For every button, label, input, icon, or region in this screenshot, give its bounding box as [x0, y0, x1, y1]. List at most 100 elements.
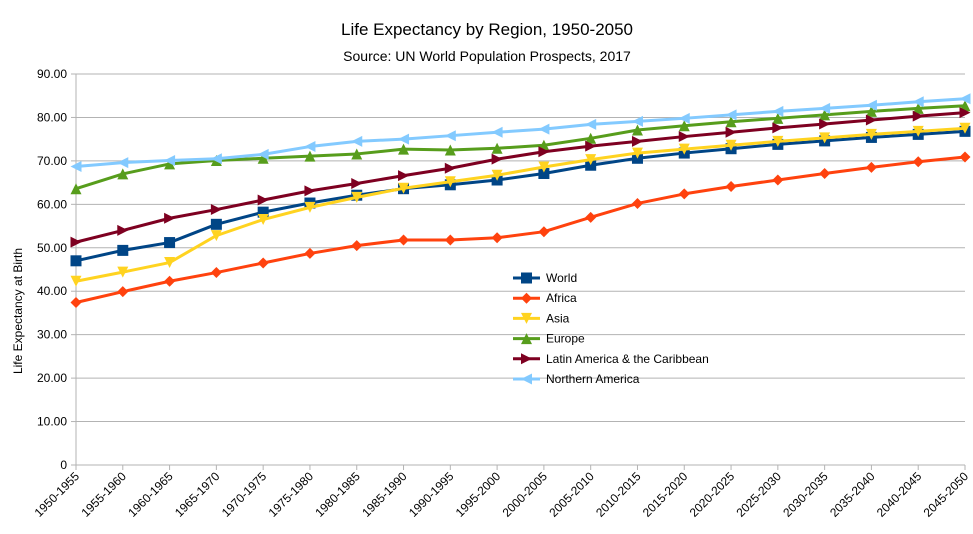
y-axis-label: Life Expectancy at Birth	[11, 248, 25, 374]
data-point	[819, 109, 831, 121]
x-tick-label: 1965-1970	[172, 469, 223, 520]
data-point	[257, 257, 269, 269]
data-point	[865, 161, 877, 173]
data-point	[585, 211, 597, 223]
chart-subtitle: Source: UN World Population Prospects, 2…	[343, 48, 631, 64]
y-tick-label: 40.00	[37, 284, 67, 298]
data-point	[725, 126, 737, 138]
data-point	[257, 214, 269, 226]
data-point	[444, 130, 456, 142]
chart-title: Life Expectancy by Region, 1950-2050	[341, 20, 633, 39]
data-point	[538, 146, 550, 158]
grid	[76, 73, 965, 466]
x-tick-label: 1995-2000	[453, 469, 504, 520]
legend-marker	[521, 333, 532, 345]
data-point	[959, 93, 971, 105]
data-point	[538, 226, 550, 238]
y-tick-label: 20.00	[37, 371, 67, 385]
data-point	[164, 275, 176, 287]
data-point	[351, 240, 363, 252]
data-point	[164, 212, 176, 224]
series-line	[75, 126, 966, 283]
data-point	[164, 237, 176, 249]
data-point	[117, 244, 129, 256]
legend-marker	[521, 292, 532, 304]
legend-label: Asia	[546, 311, 570, 325]
data-point	[865, 105, 877, 117]
data-point	[117, 168, 129, 180]
data-point	[725, 116, 737, 128]
data-point	[491, 169, 503, 181]
data-point	[304, 201, 316, 213]
data-point	[351, 177, 363, 189]
legend-label: Latin America & the Caribbean	[546, 352, 709, 366]
data-point	[257, 194, 269, 206]
data-point	[538, 123, 550, 135]
x-tick-label: 1985-1990	[359, 469, 410, 520]
data-point	[912, 96, 924, 108]
data-point	[491, 153, 503, 165]
data-point	[631, 135, 643, 147]
data-point	[912, 156, 924, 168]
x-tick-label: 2040-2045	[874, 469, 925, 520]
data-point	[678, 120, 690, 132]
legend-marker	[521, 373, 532, 385]
data-point	[444, 234, 456, 246]
data-point	[351, 148, 363, 160]
data-point	[772, 122, 784, 134]
data-point	[538, 167, 550, 179]
data-point	[865, 114, 877, 126]
data-point	[772, 105, 784, 117]
series-line	[75, 97, 966, 169]
data-point	[164, 154, 176, 166]
data-point	[444, 176, 456, 188]
data-point	[912, 102, 924, 114]
data-point	[585, 159, 597, 171]
series-latin-america-the-caribbean	[70, 107, 971, 248]
data-point	[865, 99, 877, 111]
y-tick-label: 90.00	[37, 67, 67, 81]
x-tick-label: 2030-2035	[780, 469, 831, 520]
data-point	[959, 122, 971, 134]
x-tick-label: 2010-2015	[593, 469, 644, 520]
legend-label: Northern America	[546, 372, 640, 386]
data-point	[585, 118, 597, 130]
data-point	[678, 143, 690, 155]
data-point	[257, 148, 269, 160]
data-point	[117, 224, 129, 236]
series-line	[75, 104, 966, 191]
data-point	[725, 181, 737, 193]
data-point	[444, 162, 456, 174]
data-point	[398, 170, 410, 182]
x-tick-label: 2005-2010	[546, 469, 597, 520]
series-africa	[70, 151, 971, 309]
legend-marker	[521, 353, 532, 365]
legend: World Africa Asia Europe Latin America & the…	[513, 271, 709, 386]
series-asia	[70, 122, 971, 287]
data-point	[725, 109, 737, 121]
x-tick-label: 1970-1975	[219, 469, 270, 520]
legend-label: Europe	[546, 332, 585, 346]
data-point	[538, 161, 550, 173]
data-point	[164, 158, 176, 170]
data-point	[585, 140, 597, 152]
data-point	[585, 132, 597, 144]
data-point	[398, 143, 410, 155]
data-point	[865, 128, 877, 140]
data-point	[304, 150, 316, 162]
data-point	[210, 153, 222, 165]
data-point	[117, 266, 129, 278]
x-tick-label: 1955-1960	[78, 469, 129, 520]
legend-label: World	[546, 271, 577, 285]
data-point	[678, 188, 690, 200]
data-point	[772, 135, 784, 147]
data-point	[585, 154, 597, 166]
x-tick-label: 1980-1985	[312, 469, 363, 520]
data-point	[819, 132, 831, 144]
series-group	[70, 93, 971, 309]
data-point	[351, 191, 363, 203]
data-point	[70, 161, 82, 173]
x-tick-label: 1975-1980	[266, 469, 317, 520]
